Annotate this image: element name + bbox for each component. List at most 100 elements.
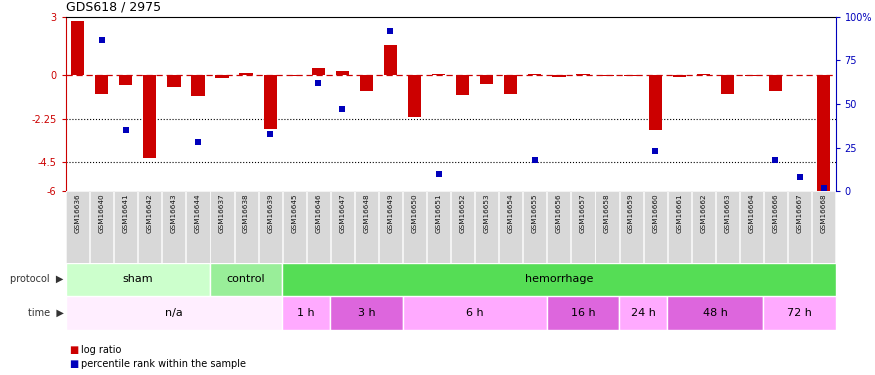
Text: GSM16655: GSM16655 <box>532 194 538 233</box>
Bar <box>95 75 108 94</box>
Bar <box>721 75 734 94</box>
Text: GSM16666: GSM16666 <box>773 194 779 233</box>
Bar <box>90 191 113 262</box>
Bar <box>763 296 836 330</box>
Bar <box>648 75 662 130</box>
Bar <box>186 191 209 262</box>
Text: GSM16652: GSM16652 <box>459 194 466 233</box>
Text: GSM16654: GSM16654 <box>507 194 514 233</box>
Bar <box>427 191 450 262</box>
Bar <box>740 191 763 262</box>
Bar <box>163 191 186 262</box>
Bar <box>144 75 157 158</box>
Bar <box>577 74 590 75</box>
Bar <box>192 75 205 96</box>
Bar <box>115 191 137 262</box>
Text: GSM16657: GSM16657 <box>580 194 586 233</box>
Text: 24 h: 24 h <box>631 308 655 318</box>
Text: GSM16668: GSM16668 <box>821 194 827 233</box>
Text: GSM16650: GSM16650 <box>411 194 417 233</box>
Bar <box>668 191 690 262</box>
Text: log ratio: log ratio <box>81 345 122 355</box>
Bar <box>452 191 474 262</box>
Bar <box>355 191 378 262</box>
Bar <box>673 75 686 77</box>
Text: time  ▶: time ▶ <box>28 308 64 318</box>
Text: percentile rank within the sample: percentile rank within the sample <box>81 359 247 369</box>
Bar <box>240 73 253 75</box>
Text: GSM16667: GSM16667 <box>796 194 802 233</box>
Text: 16 h: 16 h <box>570 308 595 318</box>
Bar <box>764 191 787 262</box>
Bar <box>504 75 517 94</box>
Text: protocol  ▶: protocol ▶ <box>10 274 64 284</box>
Text: GSM16658: GSM16658 <box>604 194 610 233</box>
Text: GSM16647: GSM16647 <box>340 194 346 233</box>
Text: GSM16643: GSM16643 <box>171 194 177 233</box>
Bar <box>788 191 811 262</box>
Text: GSM16653: GSM16653 <box>484 194 490 233</box>
Bar <box>119 75 132 85</box>
Bar <box>167 75 180 87</box>
Text: GSM16664: GSM16664 <box>748 194 754 233</box>
Text: GSM16636: GSM16636 <box>74 194 80 233</box>
Bar <box>66 191 89 262</box>
Bar <box>211 191 234 262</box>
Bar <box>620 191 642 262</box>
Bar <box>620 296 668 330</box>
Bar <box>402 296 547 330</box>
Bar <box>596 191 619 262</box>
Text: 6 h: 6 h <box>466 308 484 318</box>
Bar <box>215 75 228 78</box>
Bar <box>234 191 257 262</box>
Text: GDS618 / 2975: GDS618 / 2975 <box>66 0 161 13</box>
Bar <box>528 74 542 75</box>
Bar <box>259 191 282 262</box>
Text: GSM16645: GSM16645 <box>291 194 298 233</box>
Bar <box>379 191 402 262</box>
Bar <box>571 191 594 262</box>
Bar <box>288 75 301 76</box>
Bar <box>408 75 421 117</box>
Bar <box>625 75 638 76</box>
Bar <box>282 262 836 296</box>
Text: GSM16637: GSM16637 <box>219 194 225 233</box>
Bar <box>307 191 330 262</box>
Bar <box>745 75 758 76</box>
Bar <box>696 74 710 75</box>
Text: GSM16639: GSM16639 <box>267 194 273 233</box>
Bar <box>138 191 161 262</box>
Text: 72 h: 72 h <box>788 308 812 318</box>
Bar <box>668 296 763 330</box>
Bar <box>692 191 715 262</box>
Bar <box>71 21 84 75</box>
Bar <box>331 191 354 262</box>
Bar <box>817 75 830 191</box>
Bar <box>312 68 325 75</box>
Bar <box>283 191 305 262</box>
Bar <box>523 191 546 262</box>
Bar <box>263 75 276 129</box>
Bar <box>210 262 282 296</box>
Bar <box>432 74 445 75</box>
Text: 3 h: 3 h <box>358 308 375 318</box>
Bar <box>384 45 397 75</box>
Text: GSM16656: GSM16656 <box>556 194 562 233</box>
Text: GSM16660: GSM16660 <box>652 194 658 233</box>
Bar <box>644 191 667 262</box>
Bar <box>548 191 570 262</box>
Bar <box>552 75 565 77</box>
Text: GSM16644: GSM16644 <box>195 194 201 233</box>
Text: GSM16648: GSM16648 <box>363 194 369 233</box>
Text: sham: sham <box>123 274 153 284</box>
Text: GSM16646: GSM16646 <box>315 194 321 233</box>
Text: GSM16640: GSM16640 <box>99 194 105 233</box>
Text: GSM16659: GSM16659 <box>628 194 634 233</box>
Text: GSM16651: GSM16651 <box>436 194 442 233</box>
Bar <box>500 191 522 262</box>
Bar <box>331 296 402 330</box>
Text: n/a: n/a <box>165 308 183 318</box>
Text: GSM16649: GSM16649 <box>388 194 394 233</box>
Text: ■: ■ <box>69 345 79 355</box>
Bar <box>600 75 613 76</box>
